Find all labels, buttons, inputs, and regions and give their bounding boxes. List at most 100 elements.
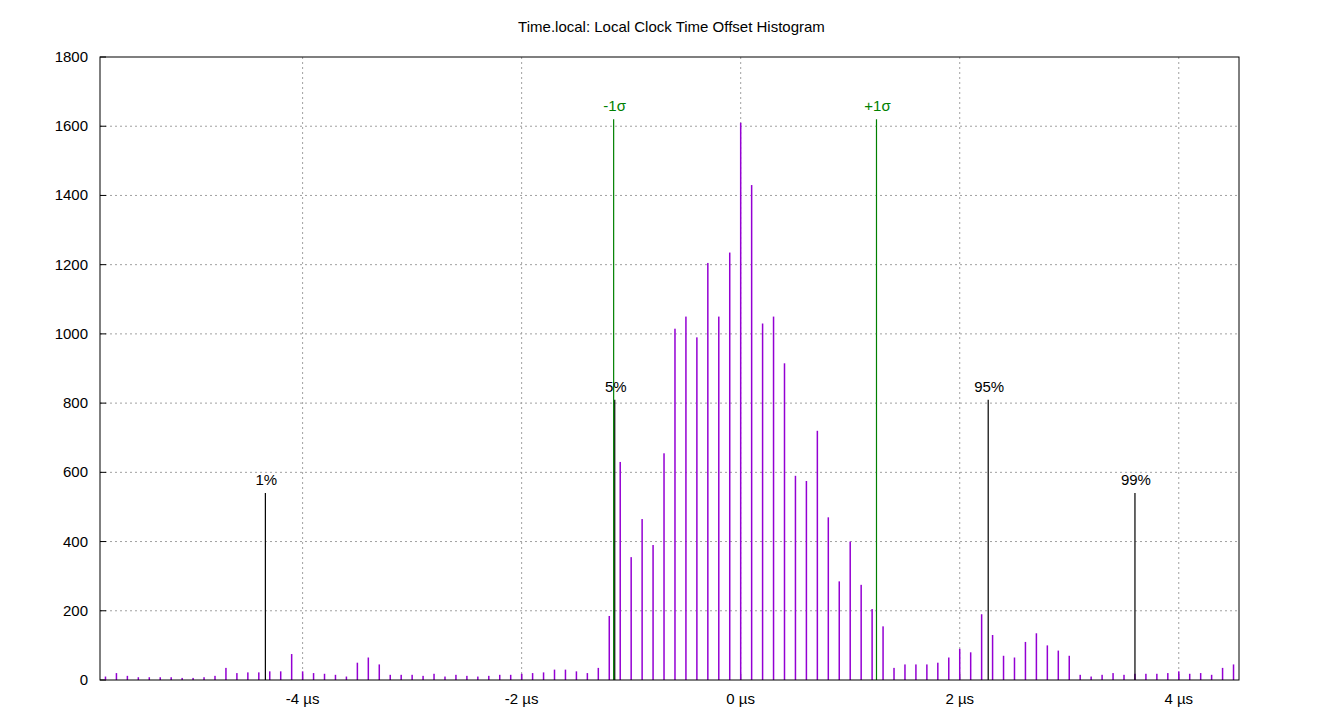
bar — [992, 635, 994, 680]
bar — [641, 519, 643, 680]
bar — [1090, 677, 1092, 680]
bar — [674, 329, 676, 680]
y-tick-label: 600 — [63, 463, 88, 480]
bar — [740, 123, 742, 680]
bar — [576, 671, 578, 680]
bar — [236, 673, 238, 680]
bar — [1145, 674, 1147, 680]
y-tick-label: 400 — [63, 533, 88, 550]
bar — [510, 675, 512, 680]
bar — [1123, 675, 1125, 680]
bar — [368, 658, 370, 680]
tick — [100, 472, 106, 473]
bar — [609, 616, 611, 680]
bar — [422, 676, 424, 680]
bar — [554, 670, 556, 680]
y-tick-label: 0 — [80, 671, 88, 688]
marker-label: 95% — [974, 378, 1004, 395]
tick — [100, 541, 106, 542]
bar — [543, 672, 545, 680]
bar — [937, 663, 939, 680]
tick — [100, 195, 106, 196]
bar — [411, 675, 413, 680]
marker-label: +1σ — [864, 97, 891, 114]
bar — [959, 649, 961, 680]
grid-line — [100, 541, 1239, 542]
bar — [1079, 675, 1081, 680]
bar — [433, 674, 435, 680]
marker-line — [613, 119, 614, 680]
grid-line — [302, 57, 303, 680]
y-tick-label: 1600 — [55, 117, 88, 134]
bar — [324, 674, 326, 680]
bar — [817, 431, 819, 680]
bar — [1200, 673, 1202, 680]
x-tick-label: 4 µs — [1164, 690, 1193, 707]
bar — [882, 626, 884, 680]
x-tick-label: 2 µs — [945, 690, 974, 707]
bar — [477, 677, 479, 680]
bar — [1003, 656, 1005, 680]
grid-line — [740, 57, 741, 680]
bar — [828, 517, 830, 680]
bar — [499, 675, 501, 680]
chart: Time.local: Local Clock Time Offset Hist… — [0, 0, 1340, 720]
title: Time.local: Local Clock Time Offset Hist… — [518, 18, 825, 35]
tick — [100, 403, 106, 404]
bar — [915, 664, 917, 680]
marker-line — [876, 119, 877, 680]
bar — [1167, 673, 1169, 680]
bar — [806, 481, 808, 680]
bar — [335, 675, 337, 680]
y-tick-label: 200 — [63, 602, 88, 619]
bar — [762, 324, 764, 680]
grid-line — [100, 126, 1239, 127]
bar — [948, 658, 950, 680]
bar — [718, 317, 720, 680]
bar — [127, 676, 129, 680]
grid-line — [100, 264, 1239, 265]
y-tick-label: 1400 — [55, 186, 88, 203]
bar — [455, 675, 457, 680]
bar — [1036, 633, 1038, 680]
bar — [105, 677, 107, 680]
tick — [100, 126, 106, 127]
grid-line — [959, 57, 960, 680]
bar — [1112, 673, 1114, 680]
y-tick-label: 1800 — [55, 48, 88, 65]
marker-label: 99% — [1121, 471, 1151, 488]
y-tick-label: 1000 — [55, 325, 88, 342]
bar — [346, 677, 348, 680]
bar — [116, 673, 118, 680]
bar — [565, 670, 567, 680]
bar — [1211, 675, 1213, 680]
bar — [1222, 668, 1224, 680]
x-tick-label: -2 µs — [505, 690, 539, 707]
bar — [302, 671, 304, 680]
bar — [247, 672, 249, 680]
bar — [663, 453, 665, 680]
bar — [619, 462, 621, 680]
bar — [926, 664, 928, 680]
bar — [258, 672, 260, 680]
bar — [1156, 674, 1158, 680]
bar — [652, 545, 654, 680]
bar — [1058, 651, 1060, 680]
grid-line — [100, 403, 1239, 404]
marker-line — [988, 400, 989, 680]
bar — [1189, 674, 1191, 680]
bar — [214, 676, 216, 680]
bar — [444, 677, 446, 680]
marker-line — [1134, 493, 1135, 680]
bar — [521, 674, 523, 680]
bar — [860, 585, 862, 680]
grid-line — [521, 57, 522, 680]
bar — [795, 476, 797, 680]
tick — [100, 610, 106, 611]
bar — [1068, 656, 1070, 680]
marker-label: 5% — [605, 378, 627, 395]
bar — [1047, 645, 1049, 680]
tick — [100, 264, 106, 265]
bar — [893, 668, 895, 680]
bar — [1178, 671, 1180, 680]
